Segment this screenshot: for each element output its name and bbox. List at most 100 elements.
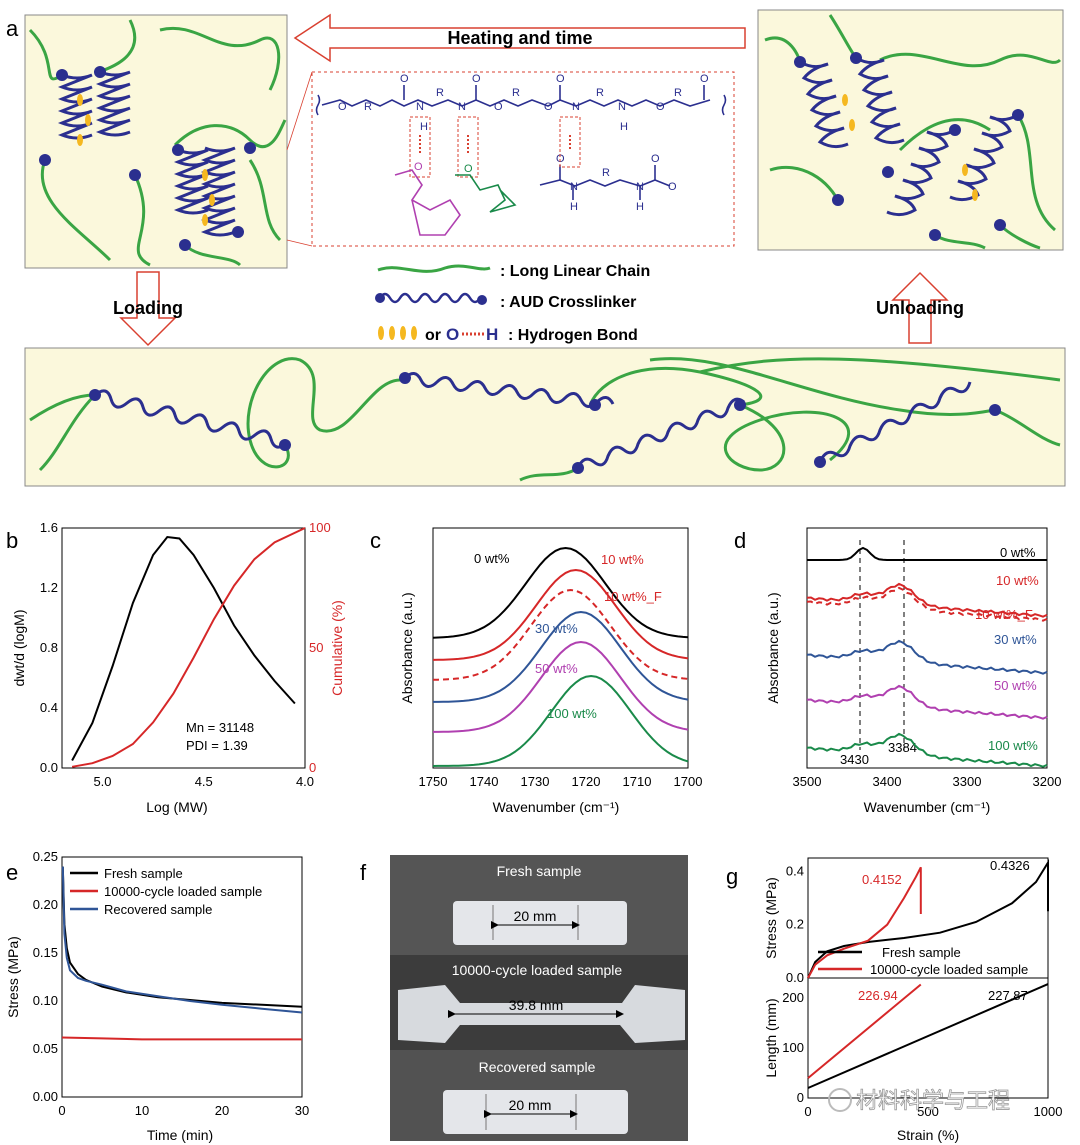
chart-e-series (61, 866, 303, 1041)
chart-g-bottom-ytick-2: 200 (782, 990, 804, 1005)
svg-text:N: N (570, 181, 578, 193)
chart-c-xtick-2: 1730 (521, 774, 550, 789)
loading-label: Loading (113, 298, 183, 318)
chart-e-series-line-2 (61, 866, 303, 1014)
chart-d-xtick-3: 3200 (1033, 774, 1062, 789)
svg-text:H: H (420, 121, 428, 133)
chart-c-label-10wtF: 10 wt%_F (604, 589, 662, 604)
chart-e-ytick-2: 0.10 (33, 993, 58, 1008)
chart-c-xlabel: Wavenumber (cm⁻¹) (493, 799, 620, 815)
chart-b-ytick-4: 1.6 (40, 520, 58, 535)
chart-c-label-50wt: 50 wt% (535, 661, 578, 676)
chart-d-label-100wt: 100 wt% (988, 738, 1038, 753)
panel-letter-d: d (734, 528, 746, 553)
r1-label: R (674, 87, 682, 99)
chart-g-xlabel: Strain (%) (897, 1127, 959, 1143)
chart-e-xlabel: Time (min) (147, 1127, 213, 1143)
panel-letter-a: a (6, 16, 19, 41)
chart-e-ytick-4: 0.20 (33, 897, 58, 912)
schematic-legend: : Long Linear Chain : AUD Crosslinker or… (375, 263, 650, 344)
svg-text:H: H (620, 121, 628, 133)
chart-d-series-line-3 (806, 639, 1048, 675)
chart-b-ytick-3: 1.2 (40, 580, 58, 595)
chart-b-y2tick-0: 0 (309, 760, 316, 775)
chart-d-label-10wt: 10 wt% (996, 573, 1039, 588)
chart-d-ylabel: Absorbance (a.u.) (765, 592, 781, 703)
chart-c-series-line-0 (432, 546, 689, 639)
chart-c-xtick-1: 1740 (470, 774, 499, 789)
chart-e-xtick-3: 30 (295, 1103, 309, 1118)
r2-label-1: R (436, 87, 444, 99)
svg-text:R: R (602, 167, 610, 179)
svg-text:O: O (651, 153, 660, 165)
oxygen-label-green: O (464, 163, 473, 175)
chart-c-series-line-5 (432, 674, 689, 767)
panel-b: b Log (MW) dwt/d (logM) Cumulative (%) M… (6, 520, 345, 815)
svg-text:O: O (556, 73, 565, 85)
chart-g-length-fresh: 227.87 (988, 988, 1028, 1003)
chart-e-xtick-2: 20 (215, 1103, 229, 1118)
chart-g-top-line-1 (807, 866, 922, 979)
chart-e-legend: Fresh sample 10000-cycle loaded sample R… (70, 866, 262, 917)
svg-text:O: O (668, 181, 677, 193)
chart-g-bottom-ylabel: Length (mm) (763, 998, 779, 1077)
oxygen-label-purple: O (414, 161, 423, 173)
legend-h: H (486, 325, 498, 344)
chart-b-y2tick-1: 50 (309, 640, 323, 655)
aud-crosslinkers-stretched (94, 372, 972, 469)
chart-c-xtick-0: 1750 (419, 774, 448, 789)
chart-e-legend-fresh: Fresh sample (104, 866, 183, 881)
svg-text:R: R (364, 101, 372, 113)
chart-e-ytick-1: 0.05 (33, 1041, 58, 1056)
urethane-backbone (315, 85, 727, 200)
chart-d-xtick-0: 3500 (793, 774, 822, 789)
chart-d-series-line-5 (806, 732, 1048, 768)
chart-e-ytick-0: 0.00 (33, 1089, 58, 1104)
chart-g-top-ylabel: Stress (MPa) (763, 877, 779, 959)
legend-o: O (446, 325, 459, 344)
chart-e-legend-loaded: 10000-cycle loaded sample (104, 884, 262, 899)
chart-g-bottom-frame (807, 977, 1049, 1099)
chart-d-series-line-1 (806, 582, 1048, 618)
chart-b-series-line-0 (71, 535, 296, 761)
watermark-text: 材料科学与工程 (856, 1088, 1010, 1113)
panel-f: f Fresh sample 20 mm 10000-cycle loaded … (360, 855, 688, 1141)
svg-text:O: O (656, 101, 665, 113)
chart-c-label-100wt: 100 wt% (547, 706, 597, 721)
chart-d-series (806, 546, 1048, 768)
schematic-box-stretched (24, 347, 1066, 487)
chart-d-ticks: 3500 3400 3300 3200 (793, 774, 1062, 789)
chart-c-xtick-4: 1710 (623, 774, 652, 789)
chart-g-xtick-0: 0 (804, 1104, 811, 1119)
chart-c-series-line-2 (432, 588, 689, 681)
unloading-label: Unloading (876, 298, 964, 318)
chart-d-label-0wt: 0 wt% (1000, 545, 1036, 560)
heating-label: Heating and time (447, 28, 592, 48)
chart-g-peak-fresh: 0.4326 (990, 858, 1030, 873)
chart-g-legend: Fresh sample 10000-cycle loaded sample (818, 945, 1028, 977)
chart-g-top-ytick-0: 0.0 (786, 970, 804, 985)
chart-g-bottom-ytick-1: 100 (782, 1040, 804, 1055)
panel-letter-e: e (6, 860, 18, 885)
panel-letter-b: b (6, 528, 18, 553)
chart-e-xtick-0: 0 (58, 1103, 65, 1118)
svg-text:N: N (572, 101, 580, 113)
chart-b-xtick-1: 4.5 (195, 774, 213, 789)
loading-arrow (119, 271, 177, 347)
crosslinker-ends-original (39, 66, 256, 251)
svg-text:N: N (416, 101, 424, 113)
h-bond-markers (409, 116, 581, 178)
chart-d-xtick-2: 3300 (953, 774, 982, 789)
watermark: 材料科学与工程 (828, 1088, 1010, 1113)
svg-text:N: N (636, 181, 644, 193)
chart-g-peak-loaded: 0.4152 (862, 872, 902, 887)
crosslinker-ends-stretched (89, 372, 1001, 474)
chart-c-frame (432, 527, 689, 769)
panel-letter-f: f (360, 860, 367, 885)
chart-g-top-ytick-1: 0.2 (786, 917, 804, 932)
chart-b-ticks: 5.0 4.5 4.0 0.0 0.4 0.8 1.2 1.6 0 50 100 (40, 520, 331, 789)
panel-g: g Stress (MPa) Length (mm) Strain (%) 0.… (726, 857, 1062, 1143)
panel-letter-c: c (370, 528, 381, 553)
chart-c-xtick-3: 1720 (572, 774, 601, 789)
